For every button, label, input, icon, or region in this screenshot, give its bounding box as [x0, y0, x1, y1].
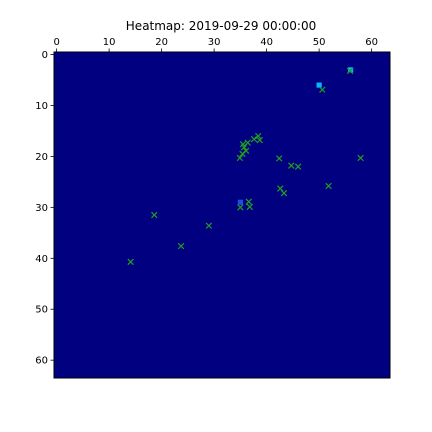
plot-area	[54, 52, 390, 378]
x-tick-label: 30	[208, 37, 221, 48]
x-tick-label: 20	[155, 37, 168, 48]
x-tick-label: 60	[365, 37, 378, 48]
heatmap-cell	[317, 83, 322, 88]
y-tick-label: 10	[35, 101, 48, 112]
y-tick-label: 20	[35, 152, 48, 163]
y-tick-label: 60	[35, 356, 48, 367]
y-tick-label: 40	[35, 254, 48, 265]
chart-title: Heatmap: 2019-09-29 00:00:00	[126, 19, 316, 33]
x-tick-label: 0	[53, 37, 59, 48]
heatmap-cell	[238, 200, 243, 205]
x-tick-label: 50	[313, 37, 326, 48]
y-tick-label: 0	[42, 50, 48, 61]
y-tick-label: 30	[35, 203, 48, 214]
x-tick-label: 40	[260, 37, 273, 48]
heatmap-background	[54, 52, 390, 378]
x-tick-label: 10	[103, 37, 116, 48]
y-tick-label: 50	[35, 305, 48, 316]
